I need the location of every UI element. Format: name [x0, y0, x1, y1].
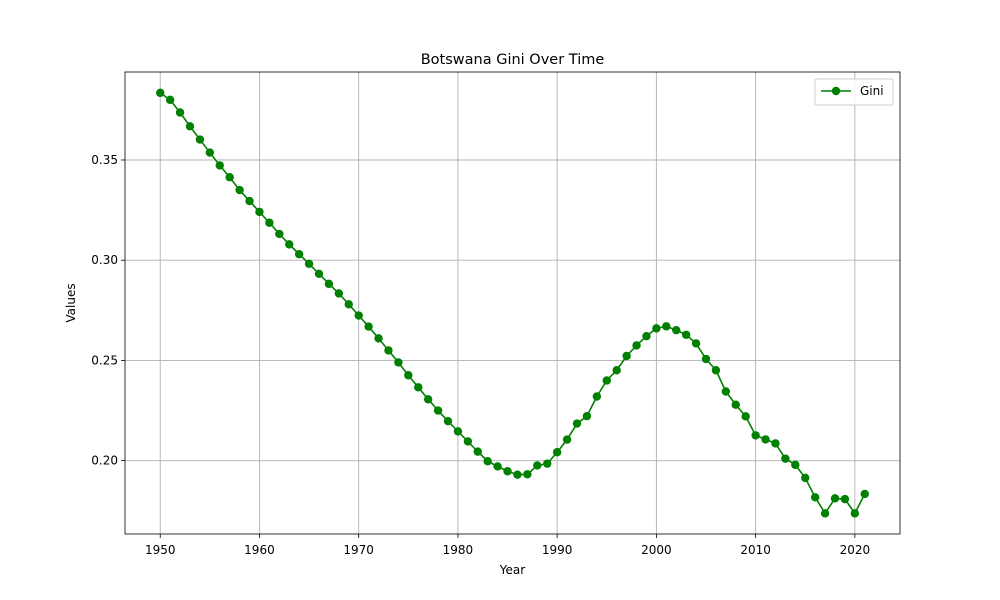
data-point-gini: [612, 366, 621, 375]
data-point-gini: [165, 95, 175, 105]
data-point-gini: [523, 470, 532, 479]
data-point-gini: [840, 494, 850, 504]
data-point-gini: [820, 509, 830, 518]
data-point-gini: [672, 325, 681, 335]
data-point-gini: [761, 435, 770, 444]
data-point-gini: [205, 148, 215, 157]
legend-marker-swatch: [831, 86, 841, 96]
data-point-gini: [404, 371, 413, 380]
data-point-gini: [810, 493, 820, 502]
data-point-gini: [691, 339, 701, 348]
data-point-gini: [711, 366, 721, 375]
data-point-gini: [235, 185, 244, 195]
data-point-gini: [503, 467, 512, 476]
data-point-gini: [354, 311, 363, 320]
series-layer: [156, 88, 869, 518]
x-axis-title: Year: [499, 563, 525, 577]
axis-ticks: 1950 1960 1970 1980 1990 2000 2010 2020 0.20 0.25…: [91, 153, 870, 557]
data-point-gini: [662, 322, 671, 331]
data-point-gini: [771, 439, 780, 448]
data-point-gini: [344, 300, 353, 309]
data-point-gini: [423, 395, 433, 404]
plot-area-frame: [124, 71, 901, 535]
x-tick-label: 1970: [343, 543, 374, 557]
data-point-gini: [463, 437, 473, 446]
grid: [125, 72, 900, 534]
y-tick-label: 0.25: [91, 353, 118, 367]
data-point-gini: [513, 470, 522, 479]
data-point-gini: [741, 412, 750, 421]
legend-box: [814, 78, 894, 106]
data-point-gini: [701, 354, 711, 364]
data-point-gini: [781, 454, 790, 463]
x-tick-label: 1980: [443, 543, 474, 557]
y-tick-label: 0.35: [91, 153, 118, 167]
data-point-gini: [374, 334, 383, 343]
y-axis-title: Values: [64, 283, 78, 322]
data-point-gini: [860, 489, 869, 499]
data-point-gini: [285, 240, 294, 249]
data-point-gini: [483, 457, 492, 466]
data-point-gini: [791, 460, 800, 470]
data-point-gini: [394, 358, 403, 367]
data-point-gini: [304, 259, 314, 269]
chart-title: Botswana Gini Over Time: [421, 52, 605, 68]
data-point-gini: [602, 376, 611, 385]
data-point-gini: [473, 447, 482, 456]
data-point-gini: [384, 346, 393, 355]
x-tick-label: 2020: [840, 543, 871, 557]
data-point-gini: [245, 196, 254, 206]
data-point-gini: [632, 341, 641, 350]
data-point-gini: [751, 431, 760, 440]
data-point-gini: [850, 509, 860, 518]
data-point-gini: [533, 461, 542, 470]
data-point-gini: [156, 88, 165, 98]
data-point-gini: [582, 411, 592, 421]
data-point-gini: [294, 249, 304, 259]
data-point-gini: [731, 400, 740, 409]
data-point-gini: [562, 435, 572, 444]
data-point-gini: [195, 135, 205, 144]
legend: Gini: [814, 78, 894, 106]
data-point-gini: [265, 218, 274, 227]
data-point-gini: [572, 419, 582, 428]
data-point-gini: [324, 279, 334, 289]
data-point-gini: [830, 494, 840, 503]
data-point-gini: [364, 322, 373, 331]
data-point-gini: [185, 122, 195, 131]
data-point-gini: [543, 459, 552, 468]
data-point-gini: [255, 207, 264, 217]
data-point-gini: [414, 383, 423, 392]
data-point-gini: [652, 324, 661, 333]
data-point-gini: [453, 427, 463, 436]
data-point-gini: [721, 387, 731, 396]
data-point-gini: [275, 229, 284, 239]
data-point-gini: [334, 289, 344, 298]
data-point-gini: [493, 462, 502, 471]
x-tick-label: 1950: [145, 543, 176, 557]
data-point-gini: [552, 448, 562, 457]
data-point-gini: [433, 406, 443, 415]
x-tick-label: 2010: [740, 543, 771, 557]
data-point-gini: [215, 161, 224, 170]
data-point-gini: [225, 173, 234, 182]
x-tick-label: 2000: [641, 543, 672, 557]
y-tick-label: 0.20: [91, 454, 118, 468]
data-point-gini: [443, 416, 453, 426]
x-tick-label: 1990: [542, 543, 573, 557]
data-point-gini: [175, 108, 185, 117]
data-point-gini: [314, 269, 324, 279]
x-tick-label: 1960: [244, 543, 275, 557]
data-point-gini: [642, 331, 651, 341]
legend-label-gini: Gini: [860, 84, 884, 98]
y-tick-label: 0.30: [91, 253, 118, 267]
data-point-gini: [622, 351, 631, 361]
data-point-gini: [592, 392, 602, 401]
data-point-gini: [681, 330, 691, 339]
data-point-gini: [801, 473, 810, 483]
